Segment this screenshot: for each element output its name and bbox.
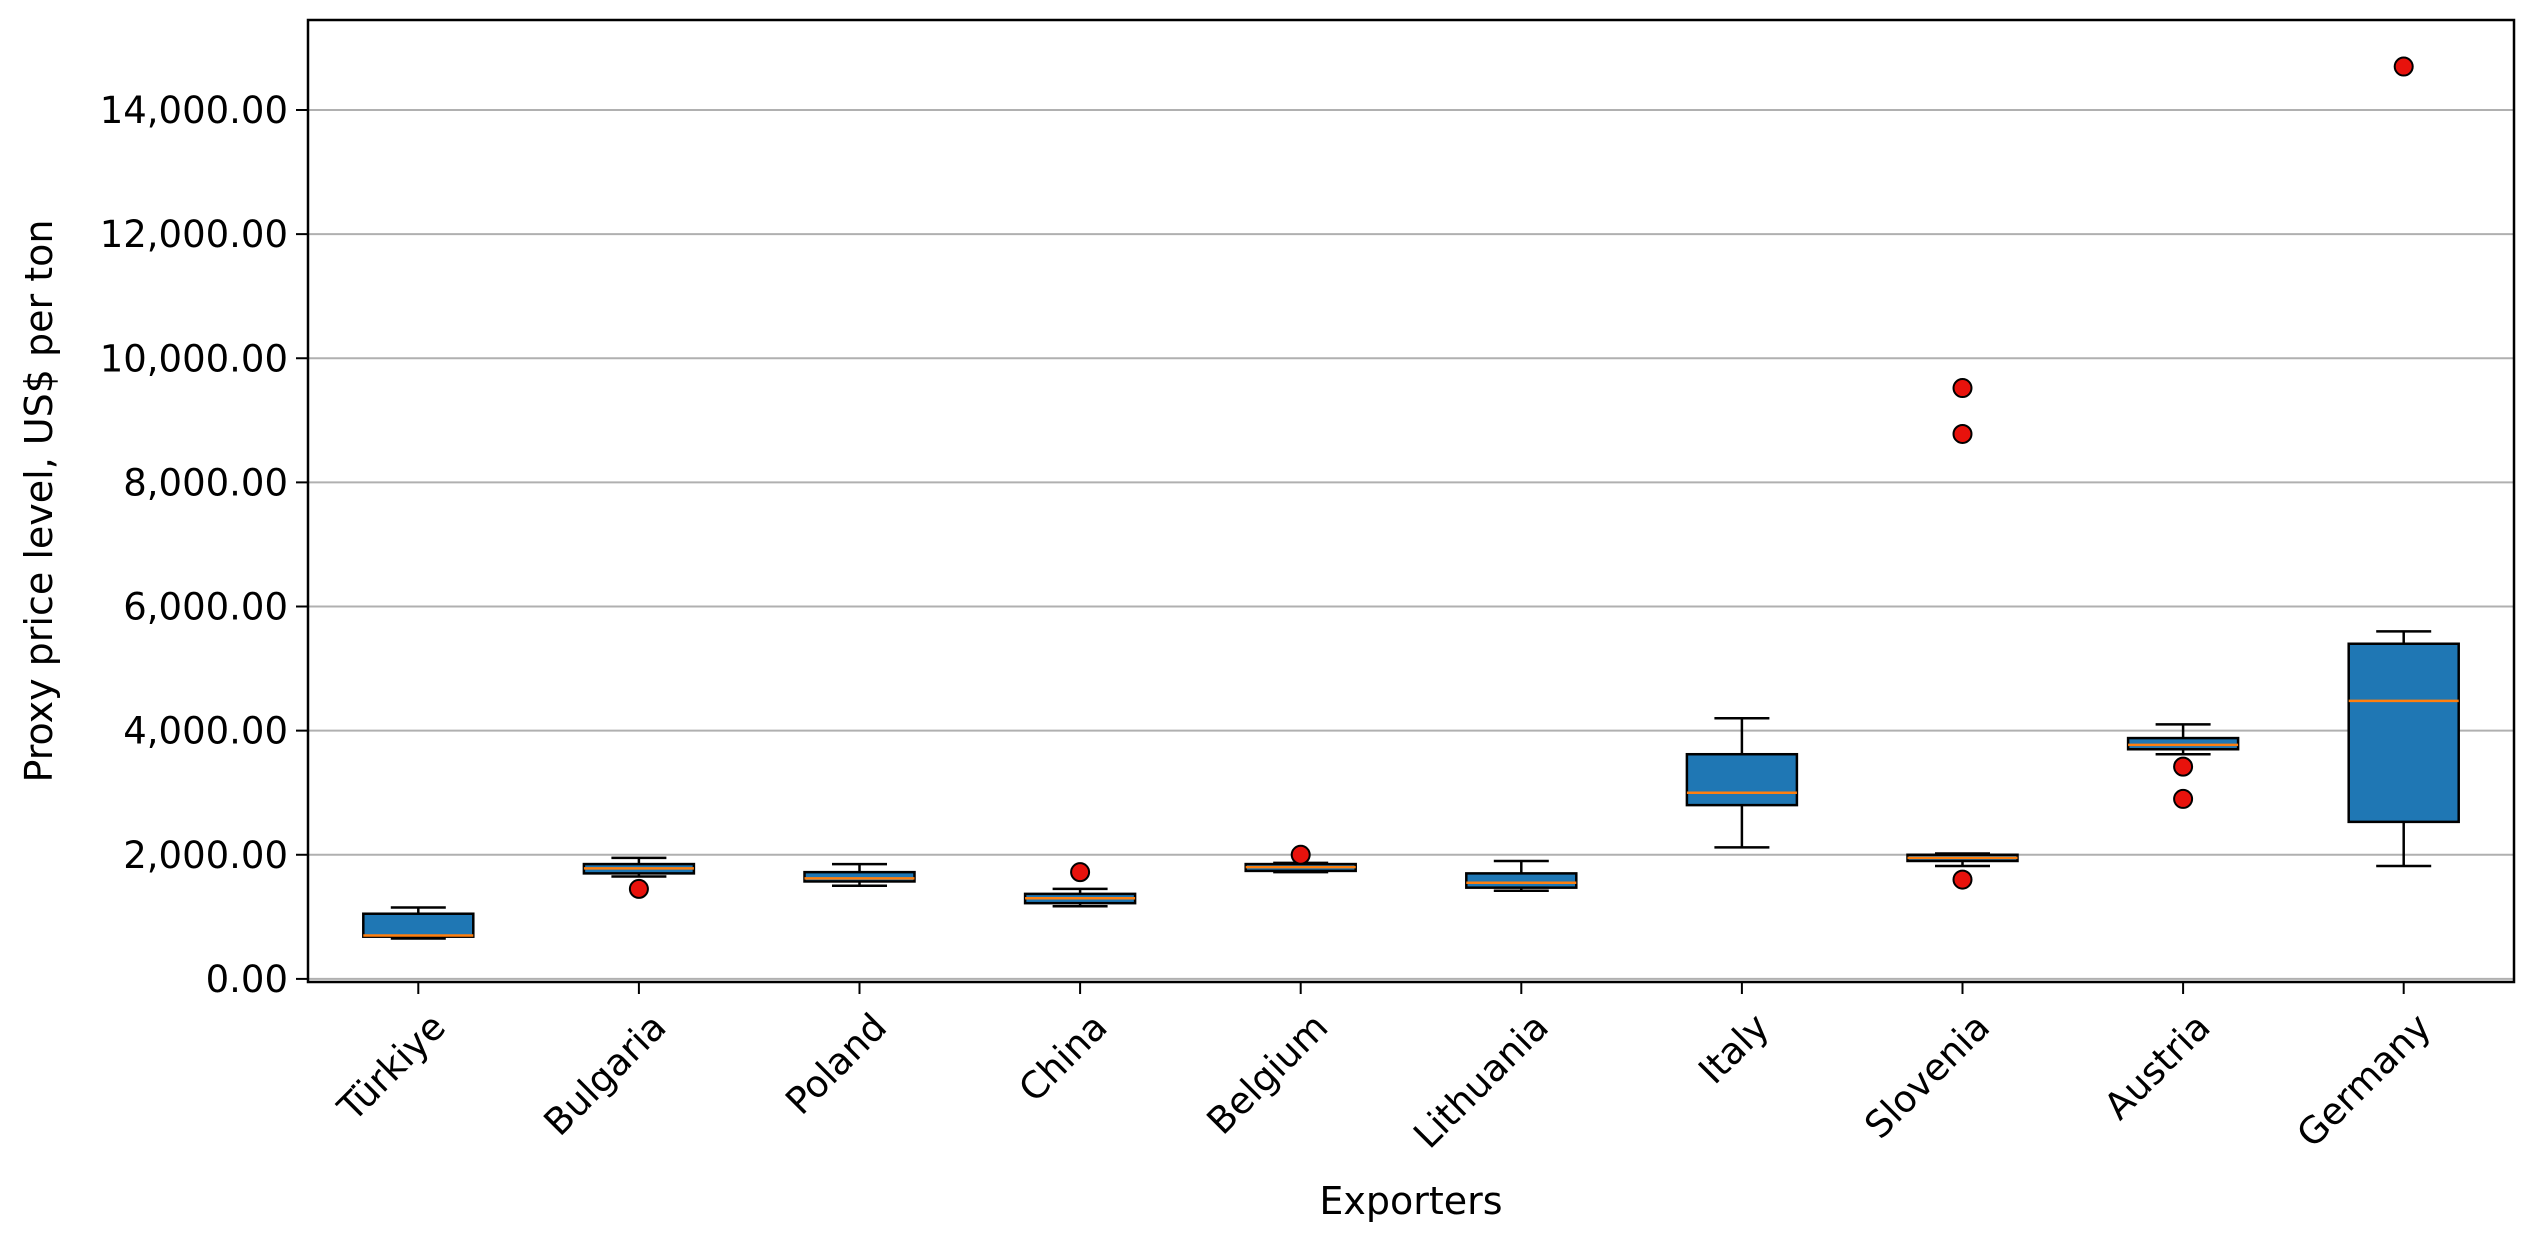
y-tick-label: 10,000.00 [100,337,288,380]
x-tick-label: Türkiye [329,1005,454,1130]
x-axis-ticks: Türkiye Bulgaria Poland China Belgium Lithuan… [329,982,2439,1157]
box-group [1906,378,2019,890]
box [362,912,475,938]
outlier-point [1070,862,1091,883]
box-group [1685,716,1799,849]
box [803,870,916,883]
x-tick-label: Italy [1690,1005,1777,1092]
y-axis-ticks: 0.00 2,000.00 4,000.00 6,000.00 8,000.00 10,0… [100,89,308,1001]
y-tick-label: 8,000.00 [123,461,288,504]
box-group [582,856,696,899]
y-tick-label: 4,000.00 [123,710,288,753]
plot-frame [306,18,2516,984]
x-tick-label: China [1011,1005,1116,1110]
x-tick-label: Germany [2289,1005,2440,1156]
box-layer [362,56,2460,940]
y-tick-label: 0.00 [206,958,288,1001]
y-tick-label: 14,000.00 [100,89,288,132]
x-tick-label: Belgium [1199,1005,1337,1143]
x-tick-label: Slovenia [1856,1005,1998,1147]
box-group [2347,56,2460,868]
outlier-point [1290,844,1311,865]
box-group [1023,862,1137,908]
grid-lines [308,108,2514,980]
x-tick-label: Austria [2096,1005,2219,1128]
box-group [362,906,475,940]
box-group [1244,844,1357,874]
box [1685,752,1799,807]
box-group [2126,723,2240,809]
x-tick-label: Bulgaria [536,1005,675,1144]
x-axis-label: Exporters [1319,1179,1502,1223]
outlier-point [1952,378,1973,399]
y-tick-label: 12,000.00 [100,213,288,256]
box-group [1465,859,1578,893]
x-tick-label: Lithuania [1405,1005,1557,1157]
y-axis-label: Proxy price level, US$ per ton [17,220,61,783]
box-group [803,862,916,888]
outlier-point [1952,423,1973,444]
y-tick-label: 6,000.00 [123,586,288,629]
y-tick-label: 2,000.00 [123,834,288,877]
outlier-point [628,878,649,899]
x-tick-label: Poland [777,1005,895,1123]
box [2347,642,2460,824]
outlier-point [2393,56,2414,77]
outlier-point [2173,788,2194,809]
outlier-point [2173,756,2194,777]
outlier-point [1952,869,1973,890]
box [1465,872,1578,889]
